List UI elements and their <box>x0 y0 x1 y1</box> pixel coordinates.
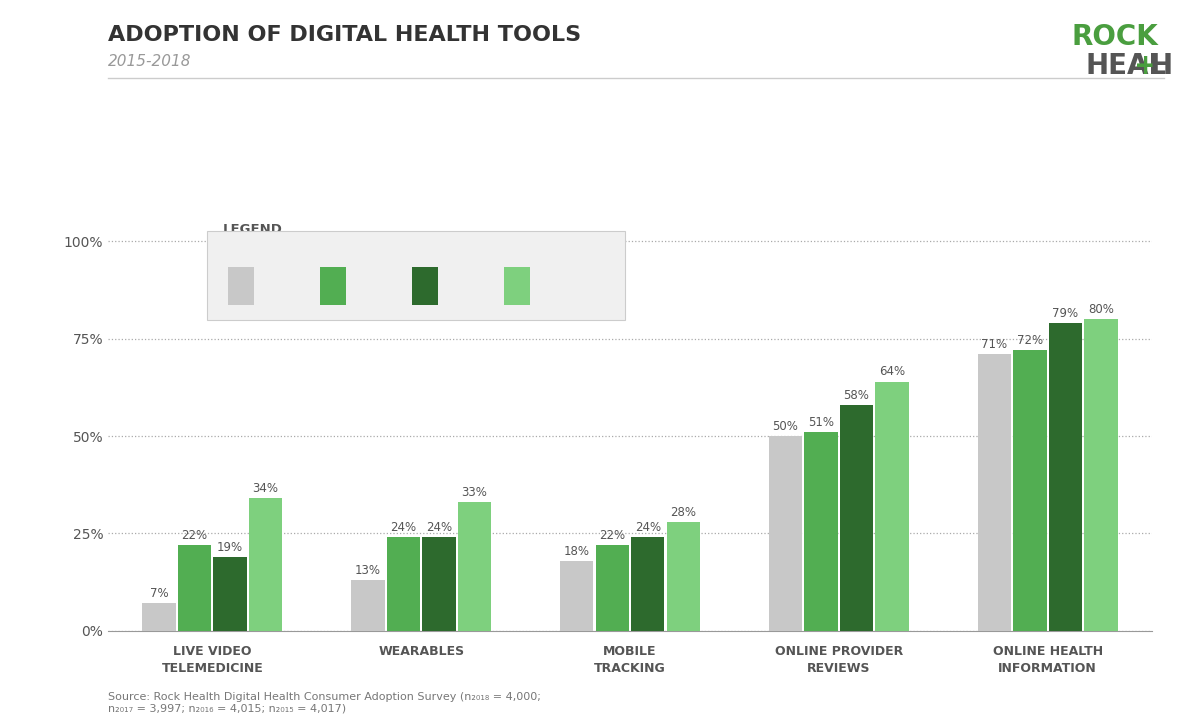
Bar <box>1084 319 1117 631</box>
Text: 80%: 80% <box>1088 303 1114 316</box>
Text: 50%: 50% <box>773 420 798 433</box>
Text: 2018: 2018 <box>538 279 570 292</box>
Text: 19%: 19% <box>217 541 244 554</box>
Bar <box>1013 350 1046 631</box>
Bar <box>386 537 420 631</box>
Bar <box>769 436 803 631</box>
Text: 2015-2018: 2015-2018 <box>108 54 192 70</box>
Text: 7%: 7% <box>150 587 168 600</box>
Text: H: H <box>1150 52 1172 80</box>
Text: 24%: 24% <box>635 521 661 534</box>
FancyBboxPatch shape <box>412 267 438 305</box>
Text: 13%: 13% <box>355 564 380 577</box>
FancyBboxPatch shape <box>320 267 346 305</box>
Bar <box>248 498 282 631</box>
Bar <box>978 355 1012 631</box>
Text: 18%: 18% <box>564 544 589 558</box>
Text: 22%: 22% <box>181 529 208 542</box>
Bar <box>143 603 176 631</box>
Bar <box>804 432 838 631</box>
Bar <box>422 537 456 631</box>
Text: 79%: 79% <box>1052 307 1079 320</box>
Bar <box>1049 323 1082 631</box>
Text: ROCK: ROCK <box>1072 23 1158 51</box>
Bar <box>595 545 629 631</box>
Text: 28%: 28% <box>671 505 696 518</box>
Text: 2016: 2016 <box>354 279 386 292</box>
FancyBboxPatch shape <box>228 267 254 305</box>
Bar <box>666 522 700 631</box>
Text: 2017: 2017 <box>446 279 478 292</box>
Text: 2015: 2015 <box>263 279 294 292</box>
Text: ADOPTION OF DIGITAL HEALTH TOOLS: ADOPTION OF DIGITAL HEALTH TOOLS <box>108 25 581 46</box>
Text: 72%: 72% <box>1016 334 1043 347</box>
Bar <box>840 405 874 631</box>
Text: 64%: 64% <box>878 365 905 378</box>
FancyBboxPatch shape <box>208 231 625 320</box>
Text: 22%: 22% <box>599 529 625 542</box>
Bar <box>457 502 491 631</box>
Text: 71%: 71% <box>982 338 1008 351</box>
Bar <box>178 545 211 631</box>
Text: LEGEND: LEGEND <box>223 223 283 236</box>
Bar <box>875 381 908 631</box>
Text: 34%: 34% <box>253 482 278 495</box>
Text: Source: Rock Health Digital Health Consumer Adoption Survey (n₂₀₁₈ = 4,000;
n₂₀₁: Source: Rock Health Digital Health Consu… <box>108 692 541 714</box>
Text: 24%: 24% <box>390 521 416 534</box>
Text: 33%: 33% <box>462 486 487 499</box>
Text: +: + <box>1134 52 1157 80</box>
Text: 51%: 51% <box>808 416 834 429</box>
Bar <box>352 580 385 631</box>
Text: 24%: 24% <box>426 521 452 534</box>
Bar <box>631 537 665 631</box>
Bar <box>214 557 247 631</box>
Text: HEAL: HEAL <box>1086 52 1168 80</box>
FancyBboxPatch shape <box>504 267 529 305</box>
Bar <box>560 560 594 631</box>
Text: 58%: 58% <box>844 389 870 402</box>
